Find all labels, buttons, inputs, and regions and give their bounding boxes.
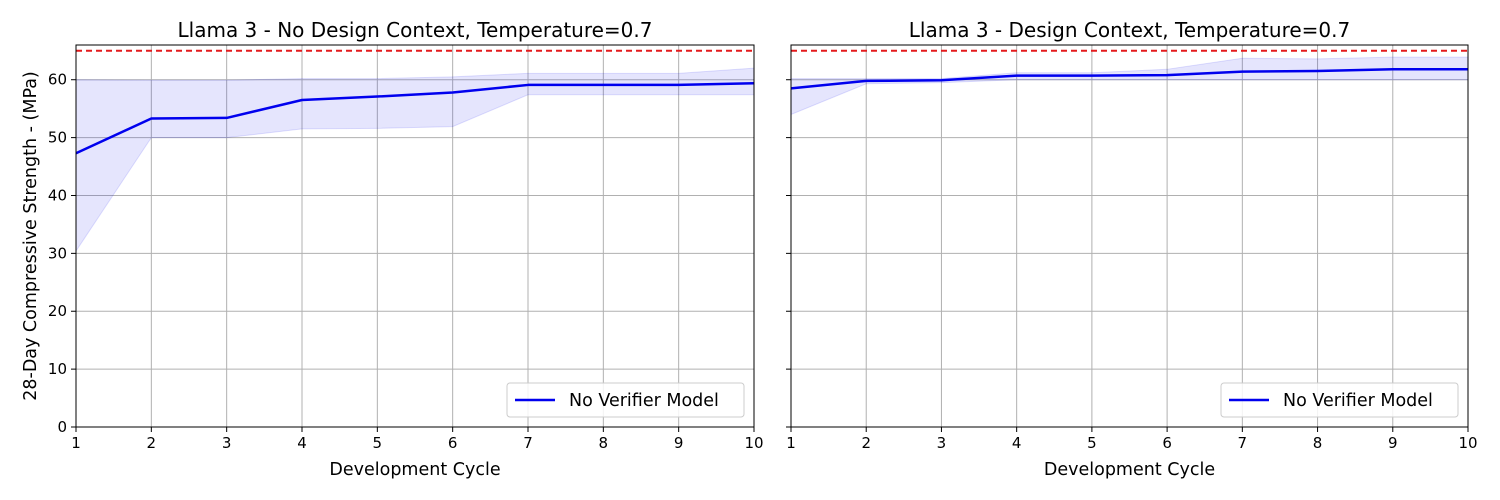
legend: No Verifier Model	[1220, 382, 1459, 418]
x-tick-label: 9	[674, 434, 684, 452]
y-tick-label: 0	[57, 418, 67, 436]
x-axis-label: Development Cycle	[1044, 460, 1215, 480]
chart-title: Llama 3 - No Design Context, Temperature…	[178, 18, 653, 42]
y-tick-label: 60	[48, 71, 67, 89]
y-tick-label: 20	[48, 302, 67, 320]
y-tick-label: 50	[48, 129, 67, 147]
plot-frame	[75, 44, 755, 428]
x-tick-label: 6	[448, 434, 458, 452]
legend-box	[506, 382, 745, 418]
legend: No Verifier Model	[506, 382, 745, 418]
x-tick-label: 10	[744, 434, 763, 452]
x-tick-label: 1	[71, 434, 81, 452]
x-tick-label: 5	[373, 434, 383, 452]
legend-entry: No Verifier Model	[1283, 391, 1433, 411]
x-tick-label: 2	[861, 434, 871, 452]
legend-entry: No Verifier Model	[569, 391, 719, 411]
x-axis-label: Development Cycle	[329, 460, 500, 480]
right-chart-panel: 1 2 3 4 5 6 7 8 9 10 Llama 3 - Design Context, Tem…	[786, 18, 1478, 480]
confidence-band	[790, 56, 1469, 116]
y-tick-label: 30	[48, 244, 67, 262]
y-tick-label: 10	[48, 360, 67, 378]
chart-title: Llama 3 - Design Context, Temperature=0.…	[909, 18, 1350, 42]
y-axis-label: 28-Day Compressive Strength - (MPa)	[21, 71, 41, 401]
left-chart-panel: 1 2 3 4 5 6 7 8 9 10 0 10 20 30 40 50 60 Llama 3 - No Des…	[48, 18, 764, 480]
x-tick-label: 4	[1012, 434, 1022, 452]
plot-frame	[790, 44, 1469, 428]
x-tick-label: 1	[786, 434, 796, 452]
x-tick-label: 7	[1238, 434, 1248, 452]
x-tick-label: 5	[1087, 434, 1097, 452]
x-tick-label: 6	[1162, 434, 1172, 452]
legend-box	[1220, 382, 1459, 418]
series-line	[790, 68, 1468, 90]
x-tick-label: 8	[1313, 434, 1323, 452]
x-tick-label: 2	[147, 434, 157, 452]
x-tick-label: 9	[1388, 434, 1398, 452]
x-tick-label: 7	[523, 434, 533, 452]
series-line	[75, 81, 755, 155]
x-tick-label: 4	[297, 434, 307, 452]
x-tick-label: 3	[937, 434, 947, 452]
x-tick-label: 8	[599, 434, 609, 452]
y-tick-label: 40	[48, 186, 67, 204]
x-tick-label: 10	[1458, 434, 1477, 452]
x-tick-label: 3	[222, 434, 232, 452]
